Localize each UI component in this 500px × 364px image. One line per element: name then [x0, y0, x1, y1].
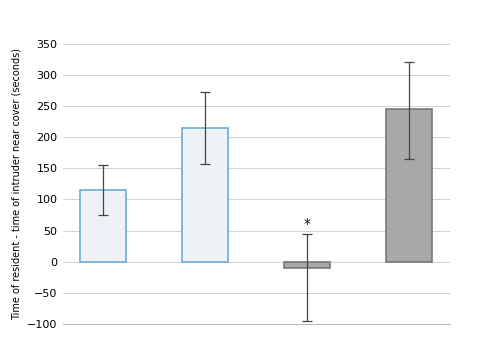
Y-axis label: Time of resident - time of intruder near cover (seconds): Time of resident - time of intruder near… [12, 48, 22, 320]
Text: *: * [304, 217, 311, 230]
Bar [284, 262, 331, 268]
Bar [80, 190, 126, 262]
Bar [182, 128, 228, 262]
Bar [386, 109, 432, 262]
